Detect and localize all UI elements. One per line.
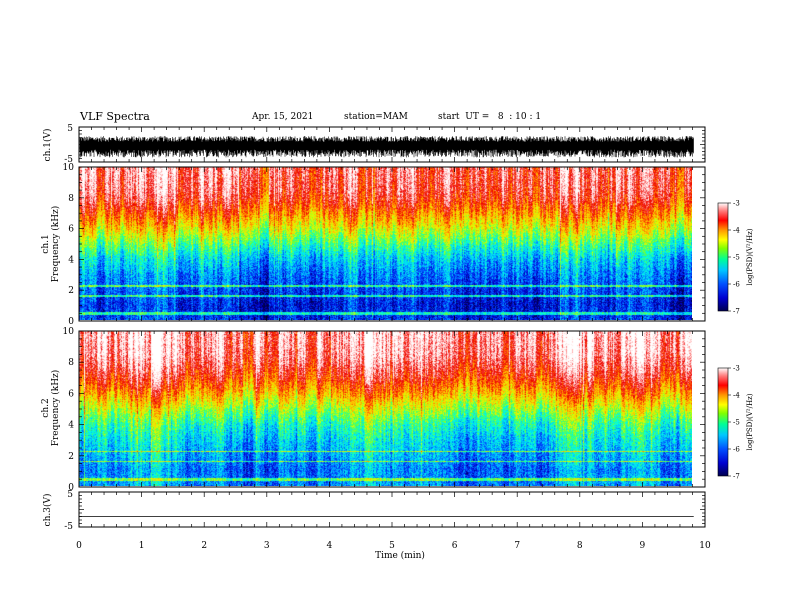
time-tick-label: 3 [264, 541, 270, 551]
ch1-colorbar-tick-label: -5 [733, 254, 740, 262]
ch2-spectrogram-image [79, 331, 692, 486]
time-axis-tick-labels: 0 1 2 3 4 5 6 7 8 9 10 [76, 541, 711, 551]
ch2-frequency-label: Frequency (kHz) [50, 370, 61, 447]
ch2-frequency-tick-labels: 0 2 4 6 8 10 [63, 327, 75, 493]
ch2-spectrogram-ticks [78, 330, 706, 488]
time-tick-label: 6 [452, 541, 458, 551]
time-tick-label: 5 [389, 541, 395, 551]
ch3-ylabel: ch.3(V) [42, 494, 53, 527]
ch1-ytick-top: 5 [67, 124, 73, 134]
ch1-ylabel: ch.1(V) [42, 129, 53, 162]
ch1-frequency-tick-label: 10 [63, 163, 75, 173]
ch2-frequency-tick-label: 2 [68, 452, 74, 462]
ch1-spectrogram-panel: 0 2 4 6 8 10 ch.1 Frequency (kHz) [41, 163, 706, 327]
ch2-colorbar-tick-label: -5 [733, 419, 740, 427]
ch1-colorbar: -3 -4 -5 -6 -7 log(PSD)(V²/Hz) [717, 200, 754, 316]
ch1-ytick-bottom: -5 [64, 155, 73, 165]
ch3-waveform-ticks [78, 491, 706, 528]
time-tick-label: 10 [699, 541, 711, 551]
ch1-frequency-tick-labels: 0 2 4 6 8 10 [63, 163, 75, 327]
ch2-colorbar-ticks: -3 -4 -5 -6 -7 [728, 365, 740, 481]
ch1-frequency-tick-label: 8 [68, 194, 74, 204]
time-tick-label: 9 [640, 541, 646, 551]
ch1-frequency-label: Frequency (kHz) [50, 206, 61, 283]
ch2-colorbar-label: log(PSD)(V²/Hz) [746, 393, 754, 450]
ch1-waveform-panel: 5 -5 ch.1(V) [42, 124, 706, 165]
ch3-ytick-top: 5 [67, 490, 73, 500]
station-label: station=MAM [344, 112, 408, 122]
ch3-waveform-panel: 5 -5 ch.3(V) [42, 490, 706, 532]
ch1-spectrogram-ticks [78, 166, 706, 322]
ch2-frequency-tick-label: 6 [68, 389, 74, 399]
ch2-spectrogram-panel: 0 2 4 6 8 10 ch.2 Frequency (kHz) [41, 327, 706, 493]
ch1-colorbar-label: log(PSD)(V²/Hz) [746, 228, 754, 285]
ch1-spectrogram-image [79, 167, 692, 320]
ch1-colorbar-tick-label: -3 [733, 200, 740, 208]
ch3-waveform-frame [78, 491, 706, 528]
figure-title: VLF Spectra [80, 110, 150, 123]
ch2-frequency-tick-label: 8 [68, 358, 74, 368]
ch2-channel-label: ch.2 [41, 398, 51, 417]
ch2-colorbar: -3 -4 -5 -6 -7 log(PSD)(V²/Hz) [717, 365, 754, 481]
ch2-colorbar-scale [717, 367, 729, 477]
ch2-frequency-tick-label: 4 [68, 421, 74, 431]
ch1-colorbar-tick-label: -6 [733, 281, 740, 289]
ch1-frequency-tick-label: 6 [68, 225, 74, 235]
time-axis-label: Time (min) [375, 550, 425, 561]
ch1-waveform-line [79, 136, 694, 158]
ch1-colorbar-tick-label: -4 [733, 227, 740, 235]
time-tick-label: 8 [577, 541, 583, 551]
ch2-colorbar-tick-label: -6 [733, 446, 740, 454]
ch2-colorbar-tick-label: -7 [733, 473, 740, 481]
ch1-colorbar-scale [717, 202, 729, 312]
ch1-channel-label: ch.1 [41, 234, 51, 253]
time-tick-label: 1 [139, 541, 145, 551]
ch2-colorbar-tick-label: -3 [733, 365, 740, 373]
time-tick-label: 7 [514, 541, 520, 551]
ch2-frequency-tick-label: 0 [68, 483, 74, 493]
ch1-colorbar-tick-label: -7 [733, 308, 740, 316]
ch1-frequency-tick-label: 0 [68, 317, 74, 327]
ch3-ytick-bottom: -5 [64, 522, 73, 532]
time-tick-label: 2 [201, 541, 207, 551]
ch1-colorbar-ticks: -3 -4 -5 -6 -7 [728, 200, 740, 316]
ch2-colorbar-tick-label: -4 [733, 392, 740, 400]
start-ut-label: start UT = 8 : 10 : 1 [438, 112, 542, 122]
ch1-frequency-tick-label: 4 [68, 255, 74, 265]
time-tick-label: 4 [327, 541, 333, 551]
ch2-frequency-tick-label: 10 [63, 327, 75, 337]
date-label: Apr. 15, 2021 [252, 112, 314, 122]
ch1-frequency-tick-label: 2 [68, 286, 74, 296]
time-tick-label: 0 [76, 541, 82, 551]
